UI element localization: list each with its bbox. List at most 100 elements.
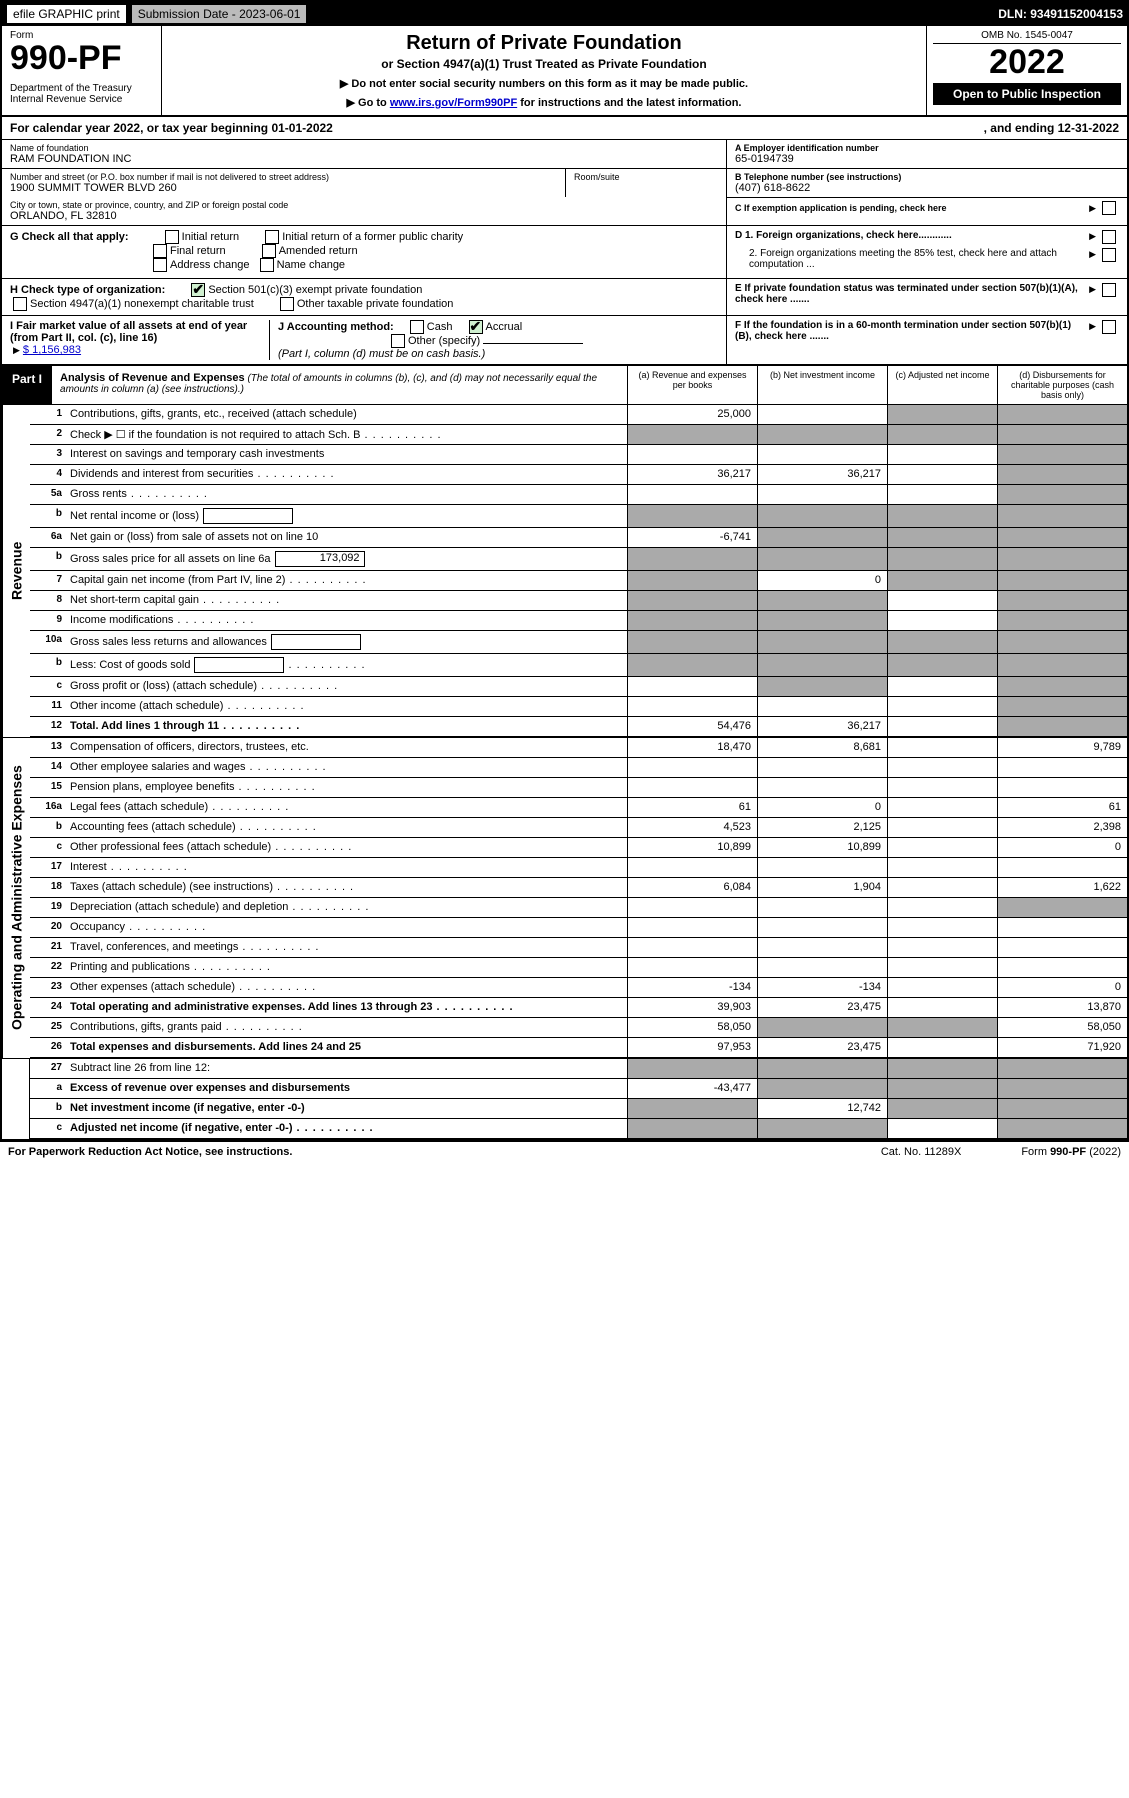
initial-return-checkbox[interactable] — [165, 230, 179, 244]
table-cell — [997, 758, 1127, 777]
cash-checkbox[interactable] — [410, 320, 424, 334]
foreign-org-checkbox[interactable] — [1102, 230, 1116, 244]
table-cell — [627, 654, 757, 676]
table-cell — [757, 505, 887, 527]
line-number: 7 — [30, 571, 66, 590]
table-cell — [887, 978, 997, 997]
line-number: 2 — [30, 425, 66, 444]
table-cell — [627, 677, 757, 696]
line-number: c — [30, 677, 66, 696]
table-cell — [887, 1038, 997, 1057]
table-cell — [997, 591, 1127, 610]
table-cell — [627, 1119, 757, 1138]
table-row: 10aGross sales less returns and allowanc… — [30, 631, 1127, 654]
table-row: 22Printing and publications — [30, 958, 1127, 978]
501c3-checkbox[interactable] — [191, 283, 205, 297]
table-row: cGross profit or (loss) (attach schedule… — [30, 677, 1127, 697]
line-number: b — [30, 548, 66, 570]
table-cell: 58,050 — [997, 1018, 1127, 1037]
line-number: c — [30, 1119, 66, 1138]
table-row: 8Net short-term capital gain — [30, 591, 1127, 611]
table-cell — [627, 445, 757, 464]
line-description: Capital gain net income (from Part IV, l… — [66, 571, 627, 590]
accrual-checkbox[interactable] — [469, 320, 483, 334]
final-return-checkbox[interactable] — [153, 244, 167, 258]
table-cell — [757, 485, 887, 504]
table-cell: 9,789 — [997, 738, 1127, 757]
line-description: Gross profit or (loss) (attach schedule) — [66, 677, 627, 696]
table-cell — [997, 918, 1127, 937]
table-row: 16aLegal fees (attach schedule)61061 — [30, 798, 1127, 818]
table-cell — [627, 858, 757, 877]
line-description: Travel, conferences, and meetings — [66, 938, 627, 957]
60-month-checkbox[interactable] — [1102, 320, 1116, 334]
line-number: 1 — [30, 405, 66, 424]
table-cell — [887, 425, 997, 444]
table-cell — [887, 878, 997, 897]
line-description: Dividends and interest from securities — [66, 465, 627, 484]
table-cell — [887, 1079, 997, 1098]
foreign-85-checkbox[interactable] — [1102, 248, 1116, 262]
line-number: 8 — [30, 591, 66, 610]
table-cell — [757, 958, 887, 977]
exemption-checkbox[interactable] — [1102, 201, 1116, 215]
table-cell — [627, 425, 757, 444]
initial-former-checkbox[interactable] — [265, 230, 279, 244]
table-cell — [757, 1119, 887, 1138]
table-row: aExcess of revenue over expenses and dis… — [30, 1079, 1127, 1099]
table-cell: 25,000 — [627, 405, 757, 424]
col-c-header: (c) Adjusted net income — [887, 366, 997, 404]
table-cell — [887, 405, 997, 424]
name-change-checkbox[interactable] — [260, 258, 274, 272]
table-cell: 97,953 — [627, 1038, 757, 1057]
table-cell — [627, 938, 757, 957]
table-cell — [757, 528, 887, 547]
line-description: Other employee salaries and wages — [66, 758, 627, 777]
table-cell — [997, 445, 1127, 464]
table-cell — [997, 631, 1127, 653]
other-taxable-checkbox[interactable] — [280, 297, 294, 311]
table-cell — [887, 778, 997, 797]
tax-year: 2022 — [933, 44, 1121, 81]
table-cell — [627, 958, 757, 977]
table-row: 11Other income (attach schedule) — [30, 697, 1127, 717]
amended-return-checkbox[interactable] — [262, 244, 276, 258]
table-cell — [997, 778, 1127, 797]
line-number: 6a — [30, 528, 66, 547]
address-change-checkbox[interactable] — [153, 258, 167, 272]
table-cell — [997, 1119, 1127, 1138]
table-cell: 4,523 — [627, 818, 757, 837]
form-title: Return of Private Foundation — [172, 32, 916, 55]
line-number: b — [30, 654, 66, 676]
table-cell — [627, 1059, 757, 1078]
table-cell — [627, 758, 757, 777]
line-number: 9 — [30, 611, 66, 630]
table-cell — [757, 938, 887, 957]
efile-badge[interactable]: efile GRAPHIC print — [6, 4, 127, 24]
page-footer: For Paperwork Reduction Act Notice, see … — [0, 1141, 1129, 1162]
table-cell: 61 — [627, 798, 757, 817]
address-row: Number and street (or P.O. box number if… — [2, 169, 726, 197]
section-h: H Check type of organization: Section 50… — [2, 279, 727, 315]
terminated-checkbox[interactable] — [1102, 283, 1116, 297]
line-number: 20 — [30, 918, 66, 937]
line-description: Other income (attach schedule) — [66, 697, 627, 716]
fmv-link[interactable]: $ 1,156,983 — [23, 344, 81, 356]
line-description: Pension plans, employee benefits — [66, 778, 627, 797]
table-cell — [887, 677, 997, 696]
line-description: Other expenses (attach schedule) — [66, 978, 627, 997]
table-cell — [887, 738, 997, 757]
form990pf-link[interactable]: www.irs.gov/Form990PF — [390, 97, 517, 109]
section-d: D 1. Foreign organizations, check here..… — [727, 226, 1127, 278]
table-cell — [997, 505, 1127, 527]
table-cell — [887, 838, 997, 857]
table-cell — [887, 591, 997, 610]
line-description: Check ▶ ☐ if the foundation is not requi… — [66, 425, 627, 444]
section-i-j: I Fair market value of all assets at end… — [2, 316, 727, 364]
table-cell — [757, 591, 887, 610]
other-method-checkbox[interactable] — [391, 334, 405, 348]
table-cell — [887, 548, 997, 570]
4947-checkbox[interactable] — [13, 297, 27, 311]
table-row: bGross sales price for all assets on lin… — [30, 548, 1127, 571]
section-g: G Check all that apply: Initial return I… — [2, 226, 727, 278]
